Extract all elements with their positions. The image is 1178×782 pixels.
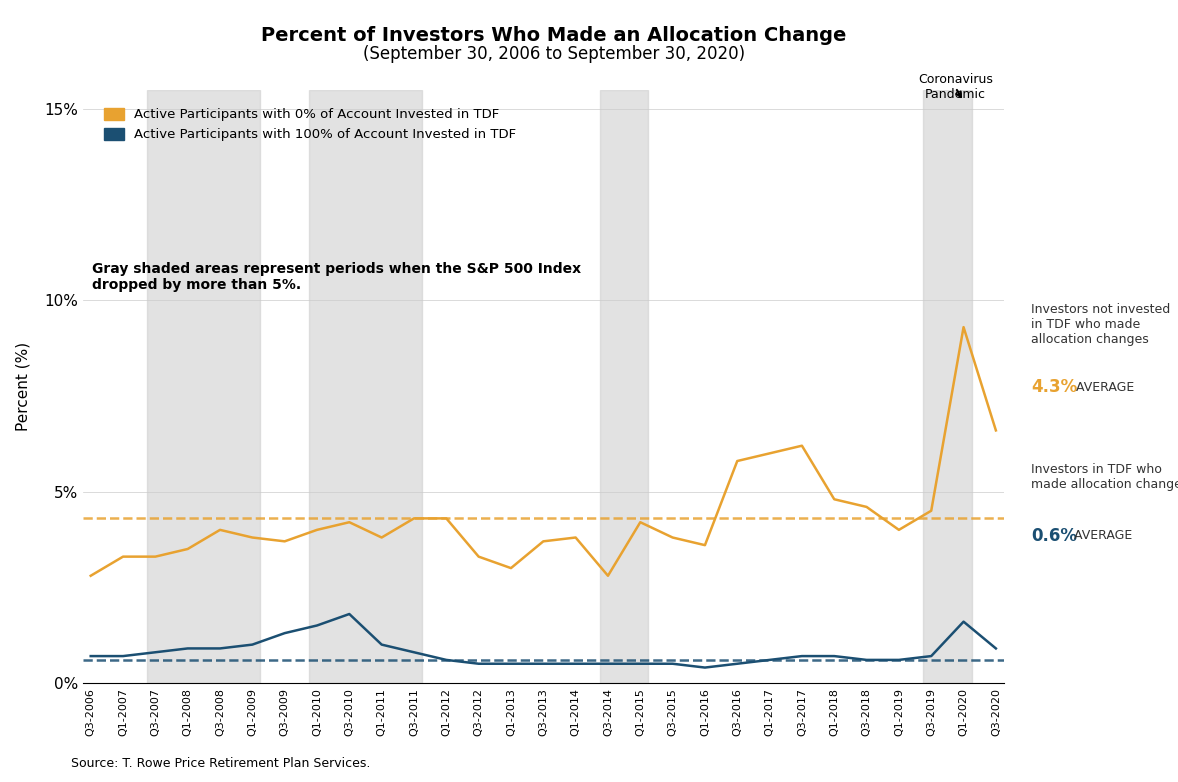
Bar (600, 90, 648, 683)
Text: Gray shaded areas represent periods when the S&P 500 Index
dropped by more than : Gray shaded areas represent periods when… (92, 262, 581, 292)
Text: 0.6%: 0.6% (1031, 526, 1077, 545)
Text: (September 30, 2006 to September 30, 2020): (September 30, 2006 to September 30, 202… (363, 45, 744, 63)
Text: Coronavirus
Pandemic: Coronavirus Pandemic (918, 74, 993, 102)
Text: Investors in TDF who
made allocation changes: Investors in TDF who made allocation cha… (1031, 463, 1178, 491)
Text: 4.3%: 4.3% (1031, 378, 1077, 396)
Text: Source: T. Rowe Price Retirement Plan Services.: Source: T. Rowe Price Retirement Plan Se… (71, 757, 370, 770)
Legend: Active Participants with 0% of Account Invested in TDF, Active Participants with: Active Participants with 0% of Account I… (99, 102, 522, 146)
Text: Investors not invested
in TDF who made
allocation changes: Investors not invested in TDF who made a… (1031, 303, 1170, 346)
Y-axis label: Percent (%): Percent (%) (15, 342, 29, 431)
Text: Percent of Investors Who Made an Allocation Change: Percent of Investors Who Made an Allocat… (262, 26, 846, 45)
Text: AVERAGE: AVERAGE (1072, 381, 1134, 393)
Bar (147, 90, 260, 683)
Bar (924, 90, 972, 683)
Bar (309, 90, 422, 683)
Text: AVERAGE: AVERAGE (1070, 529, 1132, 542)
